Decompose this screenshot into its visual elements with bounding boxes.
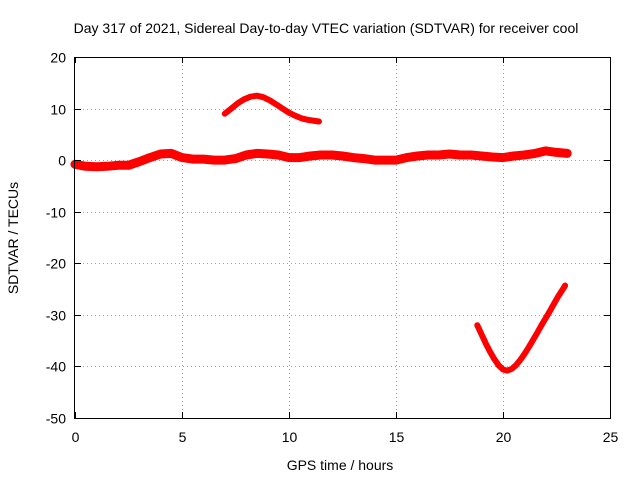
x-tick-label: 0: [72, 429, 80, 445]
y-tick-label: 10: [50, 102, 66, 118]
x-tick-label: 15: [389, 429, 405, 445]
x-tick-label: 10: [282, 429, 298, 445]
y-tick-label: 0: [58, 153, 66, 169]
y-tick-label: -10: [46, 205, 66, 221]
y-tick-labels: -50 -40 -30 -20 -10 0 10 20: [46, 50, 66, 427]
series-baseline: [70, 146, 572, 172]
axis-ticks: [75, 57, 611, 419]
series-arc: [221, 92, 322, 125]
x-tick-labels: 0 5 10 15 20 25: [72, 429, 619, 445]
x-tick-label: 5: [179, 429, 187, 445]
x-tick-label: 20: [496, 429, 512, 445]
plot-frame: [74, 57, 611, 419]
x-axis-title: GPS time / hours: [287, 457, 394, 473]
x-tick-label: 25: [603, 429, 619, 445]
y-tick-label: -40: [46, 359, 66, 375]
series-group: [70, 92, 572, 374]
y-axis-title: SDTVAR / TECUs: [5, 182, 21, 294]
y-tick-label: -50: [46, 411, 66, 427]
series-v-curve: [474, 282, 569, 374]
chart-title: Day 317 of 2021, Sidereal Day-to-day VTE…: [74, 20, 579, 36]
y-tick-label: -30: [46, 308, 66, 324]
y-tick-label: -20: [46, 256, 66, 272]
y-tick-label: 20: [50, 50, 66, 66]
grid-lines: [75, 57, 610, 418]
